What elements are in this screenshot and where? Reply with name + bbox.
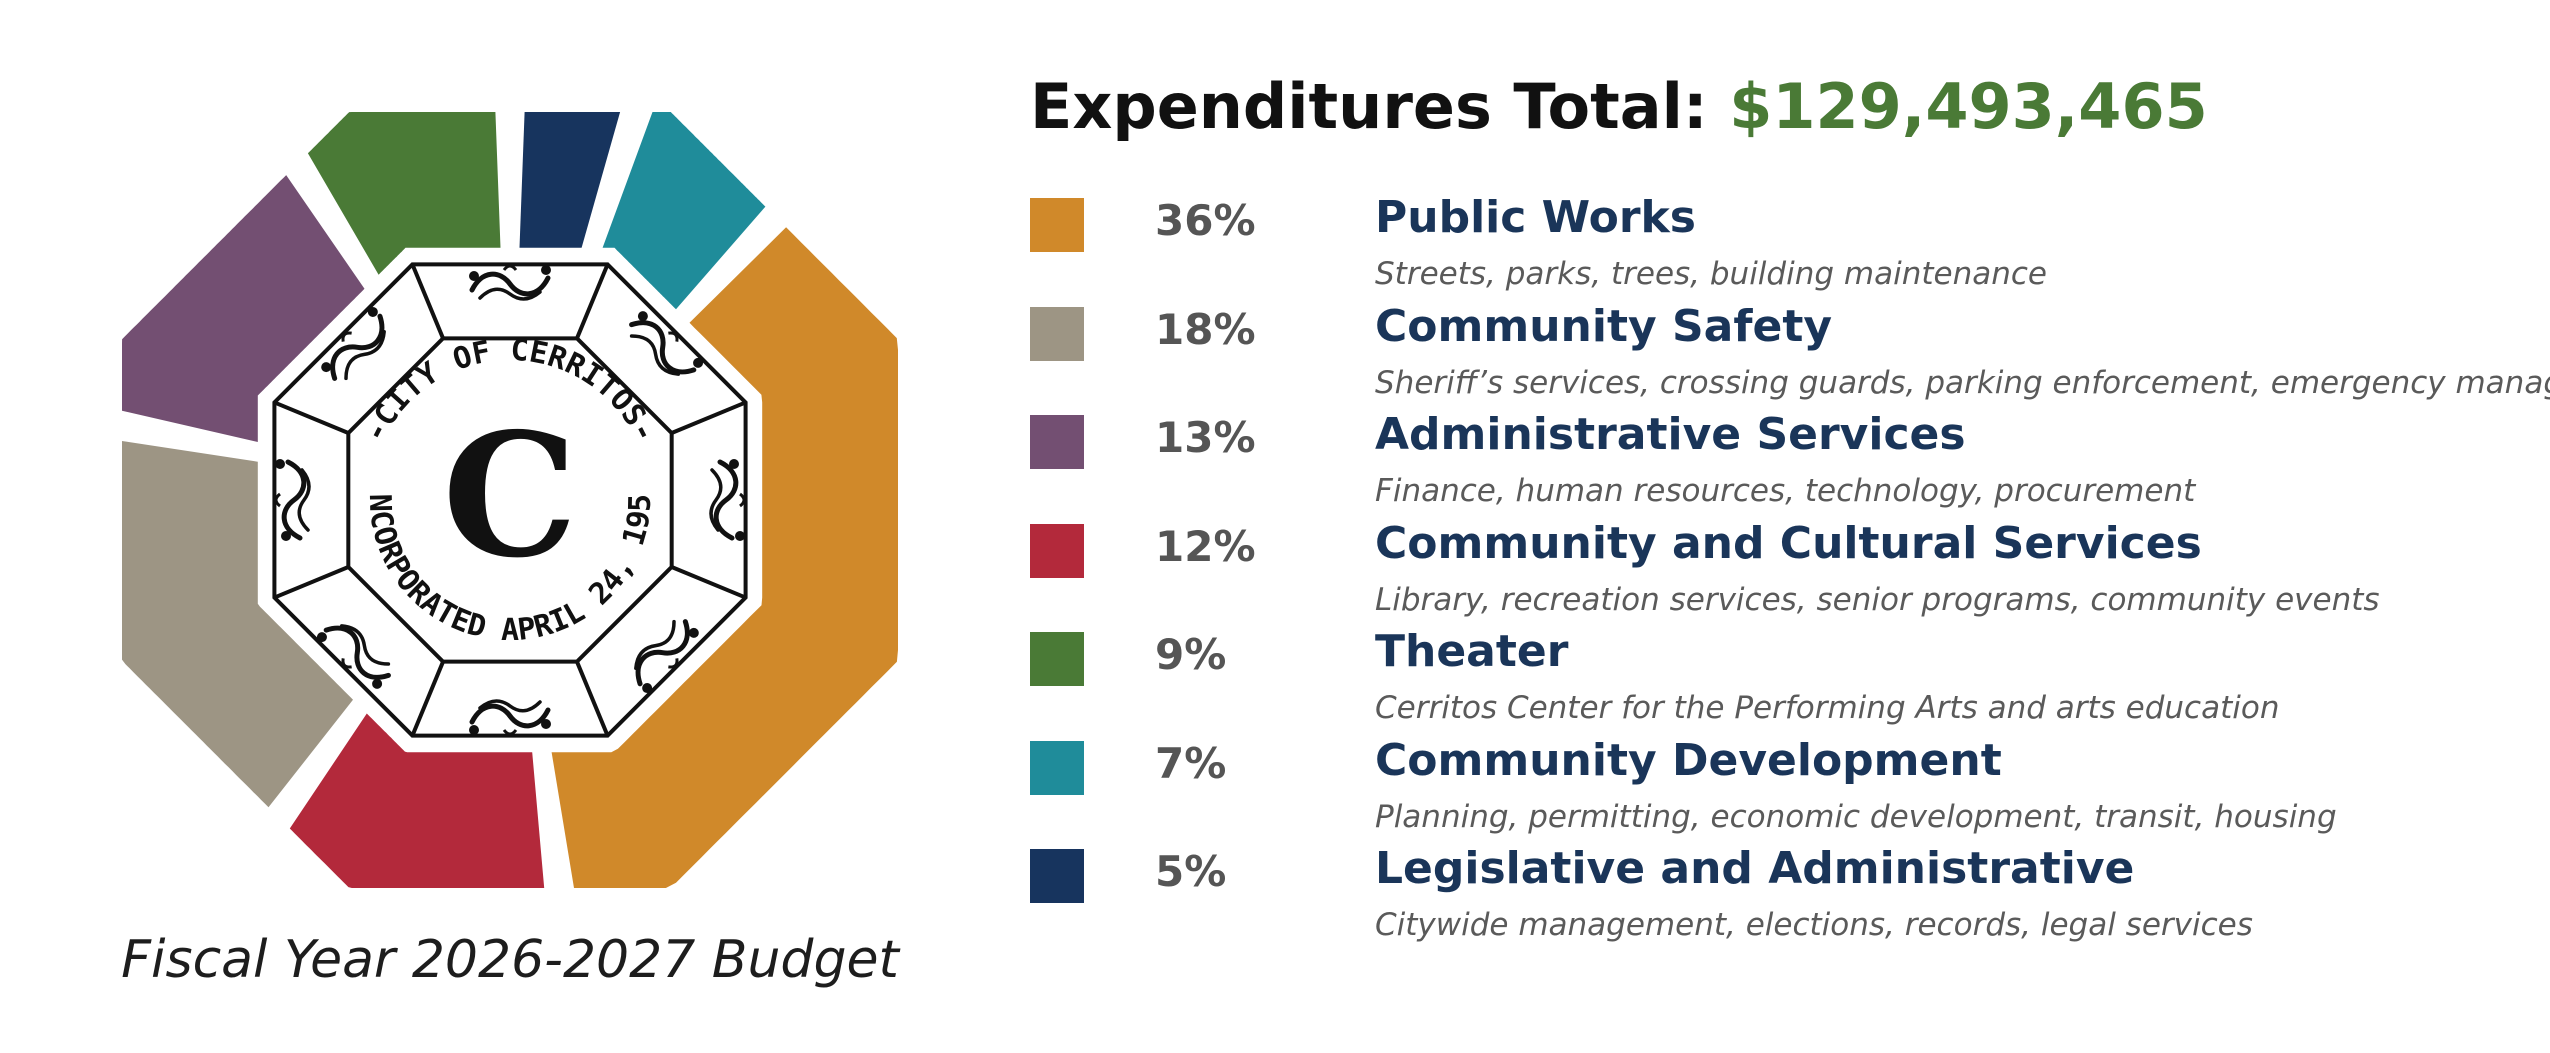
octagon-donut-chart: -CITY OF CERRITOS-INCORPORATED APRIL 24,… [60, 50, 898, 889]
legend-item: 5% Legislative and Administrative Citywide… [1030, 843, 2530, 958]
pie-slice-administrative-services [122, 175, 365, 442]
seal-divider [575, 660, 610, 737]
seal-letter-logo: C [442, 396, 577, 596]
donut-chart-area: -CITY OF CERRITOS-INCORPORATED APRIL 24,… [0, 0, 1020, 1053]
legend-swatch [1030, 306, 1084, 361]
legend-category: Community Safety [1375, 300, 1833, 352]
legend-swatch [1030, 740, 1084, 795]
legend-percent: 13% [1155, 413, 1256, 462]
seal-divider [273, 400, 350, 435]
legend-category: Community and Cultural Services [1375, 517, 2202, 569]
pie-slice-community-safety [122, 441, 353, 808]
seal-ornament-icon [274, 459, 311, 541]
pie-slice-community-development [602, 112, 766, 310]
legend-description: Sheriff’s services, crossing guards, par… [1375, 364, 2550, 401]
legend-description: Citywide management, elections, records,… [1375, 907, 2253, 943]
seal-divider [670, 565, 747, 600]
seal-divider [410, 263, 445, 340]
legend-item: 12% Community and Cultural Services Librar… [1030, 518, 2530, 633]
legend-swatch [1030, 632, 1084, 686]
legend-swatch [1030, 523, 1084, 578]
legend-description: Finance, human resources, technology, pr… [1375, 473, 2196, 509]
seal-divider [273, 565, 350, 600]
legend-description: Planning, permitting, economic developme… [1375, 798, 2337, 835]
pie-slice-community-and-cultural-services [289, 713, 545, 888]
expenditures-header: Expenditures Total: $129,493,465 [1030, 70, 2208, 143]
seal-ornament-icon [469, 699, 551, 736]
legend-description: Streets, parks, trees, building maintena… [1375, 256, 2047, 292]
legend-category: Administrative Services [1375, 409, 1966, 460]
legend-category: Theater [1375, 626, 1569, 677]
legend-percent: 18% [1155, 304, 1256, 354]
seal-ornament-icon [316, 624, 391, 689]
seal-ornament-icon [709, 459, 746, 541]
chart-caption: Fiscal Year 2026-2027 Budget [121, 930, 899, 990]
legend-category: Community Development [1375, 734, 2002, 786]
seal-ornament-icon [321, 306, 386, 381]
legend-swatch [1030, 198, 1084, 252]
legend-item: 36% Public Works Streets, parks, trees, bu… [1030, 192, 2530, 307]
legend-item: 18% Community Safety Sheriff’s services, c… [1030, 301, 2550, 416]
legend-description: Cerritos Center for the Performing Arts … [1375, 690, 2280, 726]
legend-item: 9% Theater Cerritos Center for the Perform… [1030, 626, 2530, 741]
pie-slice-public-works [551, 227, 898, 889]
seal-ornament-icon [634, 619, 699, 694]
seal-divider [410, 660, 445, 737]
legend-percent: 9% [1155, 630, 1227, 679]
legend-percent: 5% [1155, 847, 1227, 896]
legend-percent: 12% [1155, 521, 1256, 571]
legend-category: Legislative and Administrative [1375, 843, 2135, 894]
seal-ornament-icon [469, 264, 551, 301]
header-label: Expenditures Total: [1030, 70, 1708, 143]
seal-ornament-icon [629, 311, 704, 376]
legend-item: 13% Administrative Services Finance, human… [1030, 409, 2530, 524]
seal-divider [575, 263, 610, 340]
expenditures-total: $129,493,465 [1729, 70, 2208, 143]
legend-percent: 36% [1155, 196, 1256, 245]
legend-description: Library, recreation services, senior pro… [1375, 581, 2380, 618]
legend-percent: 7% [1155, 738, 1227, 788]
legend-swatch [1030, 849, 1084, 903]
legend-category: Public Works [1375, 192, 1696, 243]
legend-swatch [1030, 415, 1084, 469]
legend: 36% Public Works Streets, parks, trees, bu… [1030, 192, 2550, 958]
seal-divider [670, 400, 747, 435]
legend-item: 7% Community Development Planning, permitt… [1030, 735, 2530, 850]
pie-slice-legislative-and-administrative [519, 112, 621, 248]
pie-slice-theater [307, 112, 501, 275]
